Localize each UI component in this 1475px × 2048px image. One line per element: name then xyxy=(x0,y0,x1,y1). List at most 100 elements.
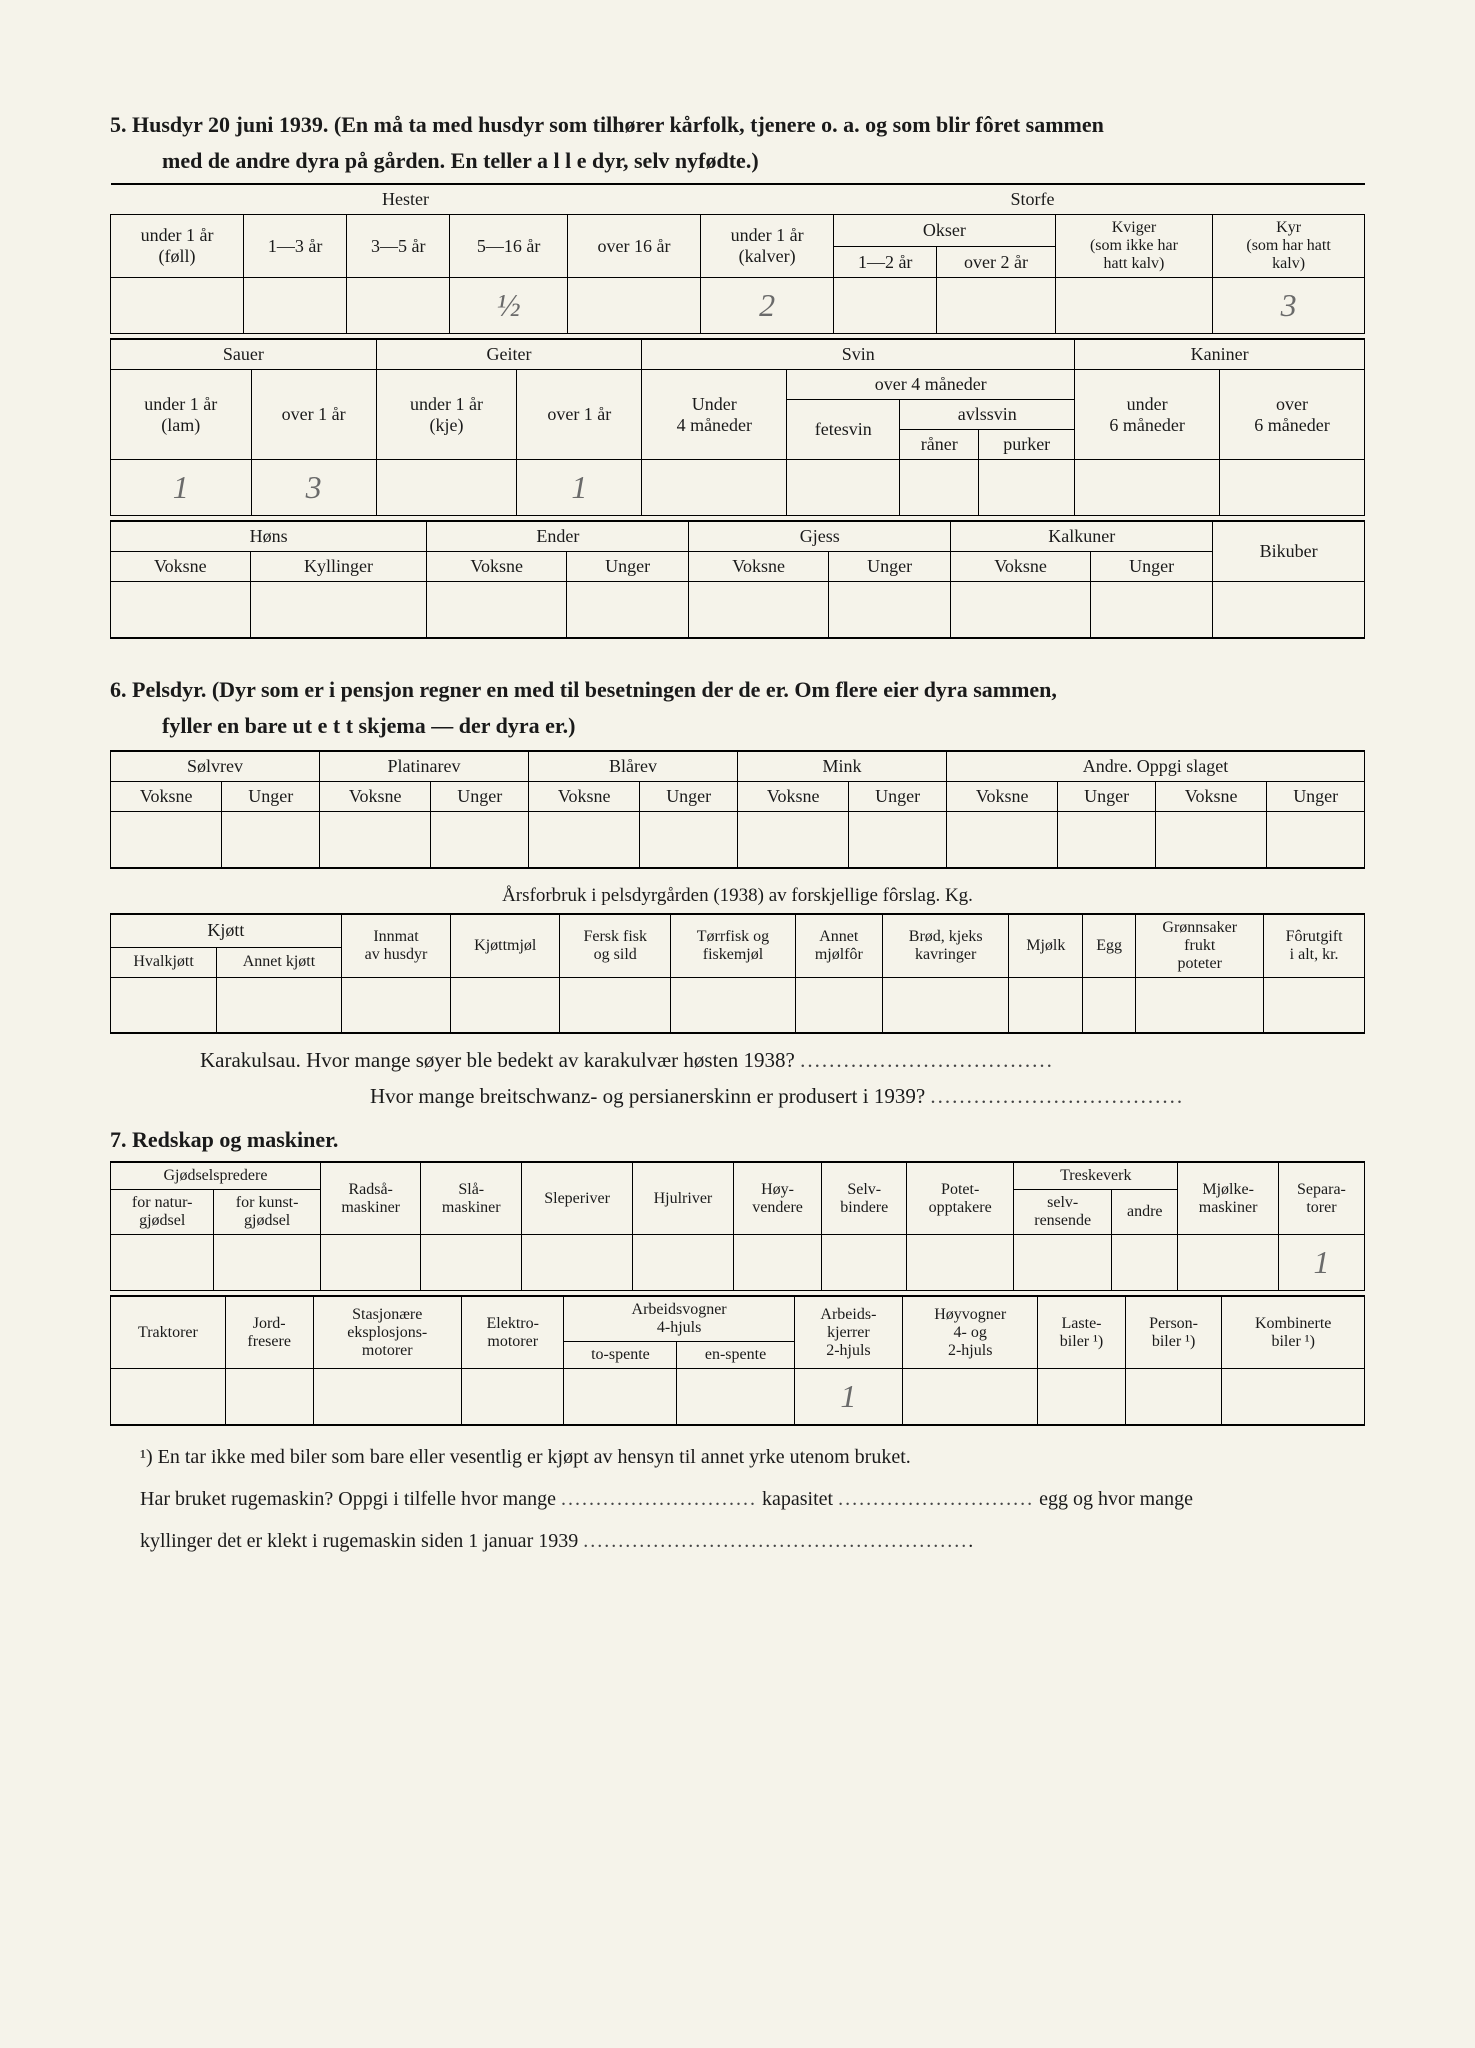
col-avlssvin: avlssvin xyxy=(900,400,1075,430)
table-redskap-1: Gjødselspredere Radså- maskiner Slå- mas… xyxy=(110,1161,1365,1291)
val-foll xyxy=(111,278,244,334)
col-under4m: Under 4 måneder xyxy=(642,370,787,460)
col-kalk-voksne: Voksne xyxy=(951,552,1091,582)
val-gjess-u xyxy=(829,582,951,638)
val-sep-text: 1 xyxy=(1313,1244,1329,1280)
c-pl-u: Unger xyxy=(431,782,529,812)
hoyvogner-header: Høyvogner 4- og 2-hjuls xyxy=(903,1296,1038,1369)
sauer-header: Sauer xyxy=(111,339,377,370)
ender-header: Ender xyxy=(427,521,689,552)
val-kalk-u xyxy=(1090,582,1212,638)
andre-tresk-header: andre xyxy=(1112,1190,1178,1235)
section-7-number: 7. xyxy=(110,1127,127,1152)
forutgift-header: Fôrutgift i alt, kr. xyxy=(1264,914,1365,978)
c-bl-v: Voksne xyxy=(528,782,639,812)
rugemaskin-a: Har bruket rugemaskin? Oppgi i tilfelle … xyxy=(140,1488,556,1510)
val-bikuber xyxy=(1213,582,1365,638)
val-hons-v xyxy=(111,582,251,638)
enspente-header: en-spente xyxy=(677,1342,794,1369)
treskeverk-header: Treskeverk xyxy=(1014,1162,1178,1190)
geiter-header: Geiter xyxy=(376,339,642,370)
val-kyr: 3 xyxy=(1213,278,1365,334)
col-sau-over1: over 1 år xyxy=(251,370,376,460)
elektro-header: Elektro- motorer xyxy=(462,1296,564,1369)
c-sv-u: Unger xyxy=(222,782,320,812)
mjolke-header: Mjølke- maskiner xyxy=(1178,1162,1279,1235)
rugemaskin-b: kapasitet xyxy=(762,1488,833,1510)
dots-r2: ............................ xyxy=(838,1488,1034,1510)
karakul-q1: Karakulsau. Hvor mange søyer ble bedekt … xyxy=(200,1048,795,1072)
section-5-line2: med de andre dyra på gården. En teller a… xyxy=(162,146,1365,176)
c-bl-u: Unger xyxy=(640,782,738,812)
val-kviger xyxy=(1055,278,1212,334)
val-sau-over1-text: 3 xyxy=(306,469,322,505)
footnote-1: ¹) En tar ikke med biler som bare eller … xyxy=(140,1438,1365,1476)
col-okser: Okser xyxy=(834,215,1056,247)
section-6-line1: Pelsdyr. (Dyr som er i pensjon regner en… xyxy=(132,677,1057,702)
val-kalver: 2 xyxy=(701,278,834,334)
hjulriver-header: Hjulriver xyxy=(633,1162,734,1235)
selvbindere-header: Selv- bindere xyxy=(822,1162,907,1235)
arsforbruk-caption: Årsforbruk i pelsdyrgården (1938) av for… xyxy=(110,877,1365,913)
val-kjerrer: 1 xyxy=(794,1369,902,1425)
stasjonaere-header: Stasjonære eksplosjons- motorer xyxy=(313,1296,462,1369)
val-under6m xyxy=(1075,460,1220,516)
col-kviger: Kviger (som ikke har hatt kalv) xyxy=(1055,215,1212,278)
hvalkjott-header: Hvalkjøtt xyxy=(111,947,217,977)
col-hons-voksne: Voksne xyxy=(111,552,251,582)
c-sv-v: Voksne xyxy=(111,782,222,812)
val-lam: 1 xyxy=(111,460,252,516)
val-5-16-text: ½ xyxy=(497,287,521,323)
selvrensende-header: selv- rensende xyxy=(1014,1190,1112,1235)
val-kalk-v xyxy=(951,582,1091,638)
val-fetesvin xyxy=(787,460,900,516)
karakul-line2: Hvor mange breitschwanz- og persianerski… xyxy=(370,1080,1365,1114)
dots-r3: ........................................… xyxy=(583,1530,968,1552)
col-purker: purker xyxy=(979,430,1075,460)
col-ender-unger: Unger xyxy=(567,552,689,582)
hoyvendere-header: Høy- vendere xyxy=(733,1162,822,1235)
col-kyllinger: Kyllinger xyxy=(250,552,427,582)
torrfisk-header: Tørrfisk og fiskemjøl xyxy=(671,914,796,978)
col-gjess-unger: Unger xyxy=(829,552,951,582)
dots-r1: ............................ xyxy=(561,1488,757,1510)
innmat-header: Innmat av husdyr xyxy=(341,914,451,978)
c-a2-v: Voksne xyxy=(1155,782,1266,812)
table-fjorfe: Høns Ender Gjess Kalkuner Bikuber Voksne… xyxy=(110,520,1365,647)
blarev-header: Blårev xyxy=(528,751,737,782)
col-kalk-unger: Unger xyxy=(1090,552,1212,582)
dots1: ................................... xyxy=(800,1048,1054,1072)
val-ender-u xyxy=(567,582,689,638)
col-3-5: 3—5 år xyxy=(347,215,450,278)
val-over16 xyxy=(567,278,700,334)
val-geit-over1: 1 xyxy=(517,460,642,516)
val-under4m xyxy=(642,460,787,516)
col-kje: under 1 år (kje) xyxy=(376,370,517,460)
tospente-header: to-spente xyxy=(564,1342,677,1369)
col-okser-1-2: 1—2 år xyxy=(834,246,937,278)
hons-header: Høns xyxy=(111,521,427,552)
col-foll: under 1 år (føll) xyxy=(111,215,244,278)
col-over6m: over 6 måneder xyxy=(1220,370,1365,460)
section-6-title: 6. Pelsdyr. (Dyr som er i pensjon regner… xyxy=(110,675,1365,705)
arbeidsvogner-header: Arbeidsvogner 4-hjuls xyxy=(564,1296,794,1342)
kaniner-header: Kaniner xyxy=(1075,339,1365,370)
val-geit-over1-text: 1 xyxy=(571,469,587,505)
val-okser-1-2 xyxy=(834,278,937,334)
svin-header: Svin xyxy=(642,339,1075,370)
val-kyr-text: 3 xyxy=(1281,287,1297,323)
col-geit-over1: over 1 år xyxy=(517,370,642,460)
kunst-header: for kunst- gjødsel xyxy=(214,1190,321,1235)
col-fetesvin: fetesvin xyxy=(787,400,900,460)
personbiler-header: Person- biler ¹) xyxy=(1125,1296,1222,1369)
kyllinger-q: kyllinger det er klekt i rugemaskin side… xyxy=(140,1530,578,1552)
val-separatorer: 1 xyxy=(1278,1235,1364,1291)
kjottmjol-header: Kjøttmjøl xyxy=(451,914,560,978)
col-kyr: Kyr (som har hatt kalv) xyxy=(1213,215,1365,278)
traktorer-header: Traktorer xyxy=(111,1296,226,1369)
val-purker xyxy=(979,460,1075,516)
potet-header: Potet- opptakere xyxy=(907,1162,1014,1235)
table-pelsdyr: Sølvrev Platinarev Blårev Mink Andre. Op… xyxy=(110,750,1365,877)
arbeidskjerrer-header: Arbeids- kjerrer 2-hjuls xyxy=(794,1296,902,1369)
gjess-header: Gjess xyxy=(689,521,951,552)
